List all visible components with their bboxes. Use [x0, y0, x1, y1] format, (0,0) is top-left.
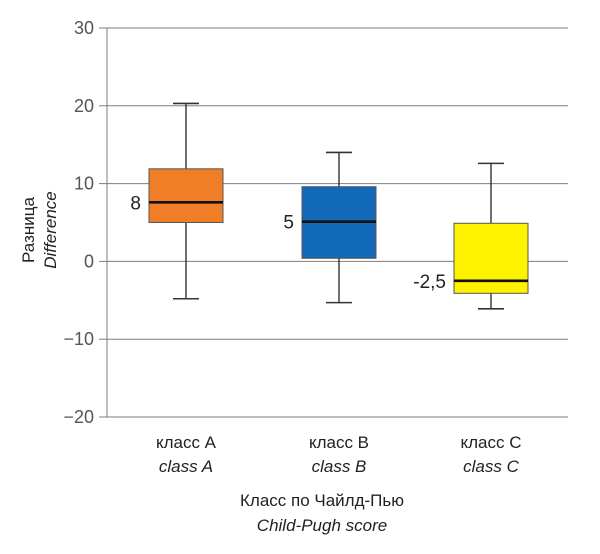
box-1 — [148, 102, 224, 300]
boxes — [148, 102, 529, 310]
y-tick-label-0: 0 — [84, 251, 94, 271]
category-label-en-2: class B — [312, 457, 367, 476]
y-tick-label--10: −10 — [63, 329, 94, 349]
box-3 — [453, 162, 529, 310]
x-axis-title: Класс по Чайлд-Пью — [240, 491, 404, 510]
median-label-3: -2,5 — [413, 272, 446, 293]
x-axis-title-en: Child-Pugh score — [257, 516, 387, 535]
y-tick-label-20: 20 — [74, 96, 94, 116]
y-tick-label--20: −20 — [63, 407, 94, 427]
box-iqr — [148, 168, 224, 223]
box-2 — [301, 151, 377, 304]
median-label-1: 8 — [130, 193, 141, 214]
category-label-3: класс С — [460, 433, 521, 452]
box-iqr — [453, 222, 529, 294]
median-label-2: 5 — [283, 213, 294, 234]
y-axis-title: Разница — [19, 197, 38, 263]
y-tick-label-30: 30 — [74, 18, 94, 38]
y-axis-title-en: Difference — [41, 191, 60, 268]
category-label-2: класс В — [309, 433, 369, 452]
axes: −20 −10 0 10 20 30 — [63, 18, 108, 427]
y-tick-label-10: 10 — [74, 174, 94, 194]
labels: 8 класс А class A 5 класс В class B -2,5 класс … — [19, 191, 522, 535]
category-label-1: класс А — [156, 433, 217, 452]
category-label-en-3: class C — [463, 457, 519, 476]
category-label-en-1: class A — [159, 457, 213, 476]
